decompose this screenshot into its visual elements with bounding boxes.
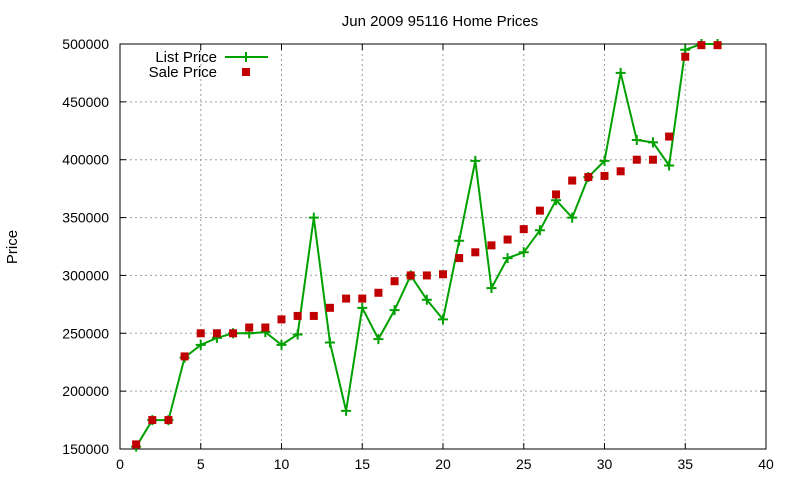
data-point-list-price xyxy=(389,305,400,316)
y-tick-label: 450000 xyxy=(62,94,109,110)
data-point-sale-price xyxy=(180,352,189,361)
data-point-list-price xyxy=(341,405,352,416)
data-point-sale-price xyxy=(196,329,205,338)
y-tick-label: 200000 xyxy=(62,383,109,399)
data-point-sale-price xyxy=(325,303,334,312)
data-point-list-price xyxy=(664,160,675,171)
data-point-sale-price xyxy=(713,41,722,50)
data-point-sale-price xyxy=(164,416,173,425)
data-point-sale-price xyxy=(584,173,593,182)
data-point-list-price xyxy=(567,212,578,223)
chart-title: Jun 2009 95116 Home Prices xyxy=(342,13,539,30)
data-point-sale-price xyxy=(245,323,254,332)
data-point-list-price xyxy=(373,334,384,345)
data-point-sale-price xyxy=(212,329,221,338)
data-point-sale-price xyxy=(229,329,238,338)
data-point-sale-price xyxy=(568,176,577,185)
grid-lines xyxy=(120,44,766,449)
data-point-sale-price xyxy=(552,190,561,199)
y-tick-label: 350000 xyxy=(62,210,109,226)
series-line-list-price xyxy=(135,43,718,448)
data-point-sale-price xyxy=(600,171,609,180)
data-point-list-price xyxy=(324,337,335,348)
legend-label-sale-price: Sale Price xyxy=(149,64,217,81)
data-point-sale-price xyxy=(342,294,351,303)
data-point-sale-price xyxy=(374,288,383,297)
data-point-sale-price xyxy=(648,155,657,164)
x-tick-label: 30 xyxy=(597,456,613,472)
data-point-sale-price xyxy=(697,41,706,50)
data-point-sale-price xyxy=(422,271,431,280)
y-tick-label: 150000 xyxy=(62,441,109,457)
data-point-sale-price xyxy=(471,248,480,257)
axis-ticks: 0 5 10 15 20 25 30 35 40 150000 200000 250000 300000… xyxy=(62,36,774,472)
y-tick-label: 300000 xyxy=(62,267,109,283)
x-tick-label: 10 xyxy=(274,456,290,472)
data-point-sale-price xyxy=(487,241,496,250)
data-point-sale-price xyxy=(535,206,544,215)
data-point-list-price xyxy=(486,283,497,294)
legend-label-list-price: List Price xyxy=(155,49,217,66)
data-point-sale-price xyxy=(309,311,318,320)
x-tick-label: 5 xyxy=(197,456,205,472)
legend-marker-sale-price xyxy=(242,68,250,76)
data-point-list-price xyxy=(502,253,513,264)
legend-marker-list-price xyxy=(241,52,251,62)
data-point-list-price xyxy=(454,235,465,246)
x-tick-label: 25 xyxy=(516,456,532,472)
data-point-list-price xyxy=(292,329,303,340)
data-point-sale-price xyxy=(665,132,674,141)
data-point-list-price xyxy=(470,155,481,166)
y-axis-label: Price xyxy=(4,230,21,264)
data-point-sale-price xyxy=(519,225,528,234)
data-point-sale-price xyxy=(277,315,286,324)
data-point-sale-price xyxy=(503,235,512,244)
x-tick-label: 20 xyxy=(435,456,451,472)
data-point-list-price xyxy=(615,67,626,78)
x-tick-label: 15 xyxy=(354,456,370,472)
data-point-sale-price xyxy=(632,155,641,164)
data-point-sale-price xyxy=(148,416,157,425)
data-point-sale-price xyxy=(293,311,302,320)
data-point-sale-price xyxy=(455,254,464,263)
data-point-list-price xyxy=(421,294,432,305)
data-point-sale-price xyxy=(132,440,141,449)
data-point-list-price xyxy=(647,137,658,148)
x-tick-label: 35 xyxy=(677,456,693,472)
data-point-sale-price xyxy=(439,270,447,279)
series-layer xyxy=(131,39,723,452)
data-point-list-price xyxy=(631,135,642,146)
data-point-sale-price xyxy=(261,323,270,332)
data-point-list-price xyxy=(534,225,545,236)
data-point-sale-price xyxy=(406,271,415,280)
data-point-list-price xyxy=(518,247,529,258)
data-point-sale-price xyxy=(358,294,367,303)
data-point-sale-price xyxy=(681,52,690,61)
data-point-list-price xyxy=(357,302,368,313)
y-tick-label: 400000 xyxy=(62,152,109,168)
x-tick-label: 0 xyxy=(116,456,124,472)
data-point-list-price xyxy=(599,155,610,166)
y-tick-label: 250000 xyxy=(62,325,109,341)
data-point-sale-price xyxy=(390,277,399,286)
data-point-list-price xyxy=(438,314,448,325)
data-point-list-price xyxy=(308,212,319,223)
x-tick-label: 40 xyxy=(758,456,774,472)
legend: List Price Sale Price xyxy=(149,49,268,81)
data-point-list-price xyxy=(195,339,206,350)
data-point-sale-price xyxy=(616,167,625,176)
y-tick-label: 500000 xyxy=(62,36,109,52)
data-point-list-price xyxy=(276,339,287,350)
